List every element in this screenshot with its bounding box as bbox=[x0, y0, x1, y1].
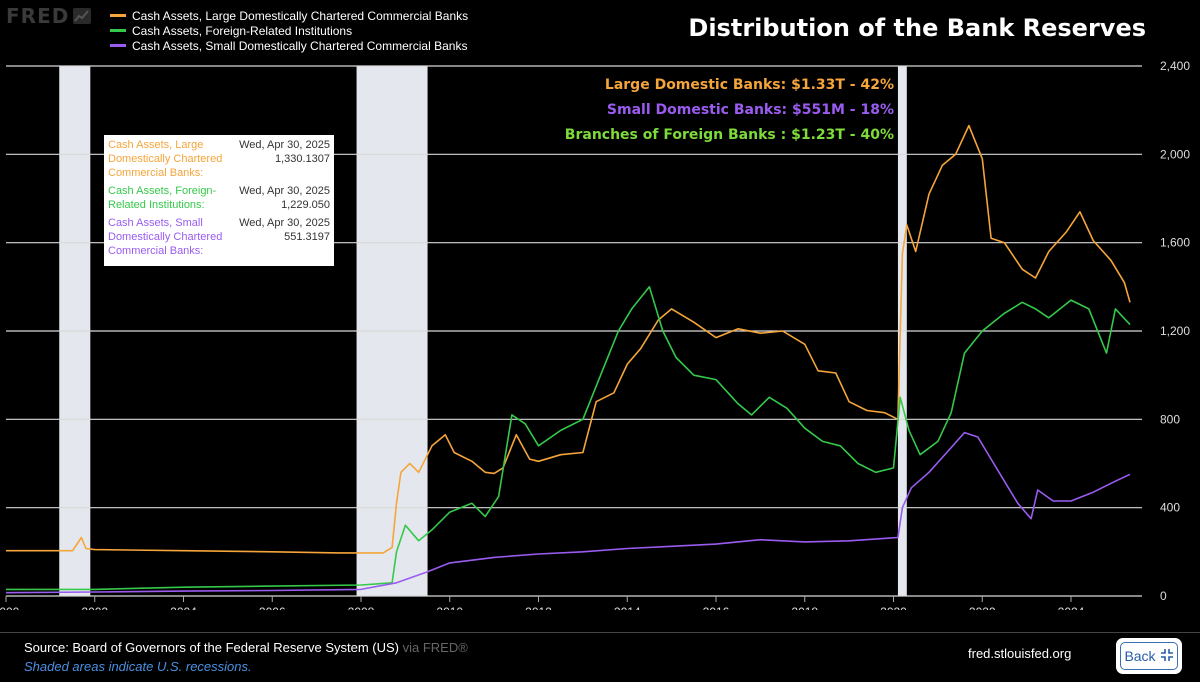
x-tick-label: 2018 bbox=[791, 605, 818, 610]
x-tick-label: 2000 bbox=[0, 605, 20, 610]
back-button-inner[interactable]: Back bbox=[1120, 642, 1178, 670]
collapse-icon bbox=[1160, 648, 1174, 665]
recession-note: Shaded areas indicate U.S. recessions. bbox=[24, 659, 252, 674]
x-tick-label: 2024 bbox=[1058, 605, 1085, 610]
y-tick-label: 400 bbox=[1160, 501, 1180, 515]
y-tick-label: 2,400 bbox=[1160, 60, 1190, 73]
x-tick-label: 2020 bbox=[880, 605, 907, 610]
x-tick-label: 2016 bbox=[703, 605, 730, 610]
via-fred-text: via FRED® bbox=[402, 640, 468, 655]
fred-url-link[interactable]: fred.stlouisfed.org bbox=[968, 646, 1072, 661]
footer-divider bbox=[0, 632, 1200, 633]
x-tick-label: 2010 bbox=[436, 605, 463, 610]
tooltip-series-name: Cash Assets, Foreign-Related Institution… bbox=[108, 185, 217, 211]
legend-swatch bbox=[110, 14, 126, 17]
annotation-small-banks: Small Domestic Banks: $551M - 18% bbox=[606, 102, 894, 118]
data-tooltip: Cash Assets, Large Domestically Chartere… bbox=[104, 135, 334, 266]
chart-title: Distribution of the Bank Reserves bbox=[688, 14, 1146, 42]
x-tick-label: 2006 bbox=[259, 605, 286, 610]
legend-entry[interactable]: Cash Assets, Small Domestically Chartere… bbox=[110, 38, 468, 53]
legend-label: Cash Assets, Small Domestically Chartere… bbox=[132, 38, 468, 53]
tooltip-value: Wed, Apr 30, 2025 551.3197 bbox=[239, 217, 330, 243]
source-note: Source: Board of Governors of the Federa… bbox=[24, 640, 468, 655]
back-button[interactable]: Back bbox=[1116, 638, 1182, 674]
y-tick-label: 2,000 bbox=[1160, 147, 1190, 161]
x-tick-label: 2008 bbox=[348, 605, 375, 610]
tooltip-series-name: Cash Assets, Large Domestically Chartere… bbox=[108, 139, 223, 179]
tooltip-value: Wed, Apr 30, 2025 1,229.050 bbox=[239, 185, 330, 211]
x-tick-label: 2012 bbox=[525, 605, 552, 610]
tooltip-series-name: Cash Assets, Small Domestically Chartere… bbox=[108, 217, 223, 257]
legend-entry[interactable]: Cash Assets, Large Domestically Chartere… bbox=[110, 8, 468, 23]
x-tick-label: 2002 bbox=[81, 605, 108, 610]
annotation-foreign-banks: Branches of Foreign Banks : $1.23T - 40% bbox=[564, 127, 894, 143]
tooltip-row: Cash Assets, Large Domestically Chartere… bbox=[108, 138, 330, 180]
annotation-large-banks: Large Domestic Banks: $1.33T - 42% bbox=[604, 77, 894, 93]
legend-label: Cash Assets, Large Domestically Chartere… bbox=[132, 8, 469, 23]
y-tick-label: 1,200 bbox=[1160, 324, 1190, 338]
series-line bbox=[6, 286, 1131, 591]
y-tick-label: 800 bbox=[1160, 412, 1180, 426]
fred-logo: FRED bbox=[6, 4, 92, 28]
x-tick-label: 2004 bbox=[170, 605, 197, 610]
legend-entry[interactable]: Cash Assets, Foreign-Related Institution… bbox=[110, 23, 468, 38]
y-tick-label: 1,600 bbox=[1160, 236, 1190, 250]
y-tick-label: 0 bbox=[1160, 589, 1167, 603]
back-button-label: Back bbox=[1124, 648, 1156, 664]
tooltip-row: Cash Assets, Small Domestically Chartere… bbox=[108, 216, 330, 258]
chart-legend: Cash Assets, Large Domestically Chartere… bbox=[110, 8, 468, 53]
chart-footer: Source: Board of Governors of the Federa… bbox=[0, 632, 1200, 682]
line-graph-icon bbox=[73, 8, 92, 24]
source-text: Source: Board of Governors of the Federa… bbox=[24, 640, 399, 655]
x-tick-label: 2022 bbox=[969, 605, 996, 610]
series-line bbox=[6, 124, 1131, 554]
legend-label: Cash Assets, Foreign-Related Institution… bbox=[132, 23, 353, 38]
legend-swatch bbox=[110, 29, 126, 32]
series-line bbox=[5, 431, 1131, 594]
tooltip-value: Wed, Apr 30, 2025 1,330.1307 bbox=[239, 139, 330, 165]
x-tick-label: 2014 bbox=[614, 605, 641, 610]
legend-swatch bbox=[110, 44, 126, 47]
chart-plot[interactable]: 0 400 800 1,200 1,600 2,000 2,400 2000 2002 2004 2… bbox=[0, 60, 1200, 610]
tooltip-row: Cash Assets, Foreign-Related Institution… bbox=[108, 184, 330, 212]
fred-logo-text: FRED bbox=[6, 4, 70, 28]
